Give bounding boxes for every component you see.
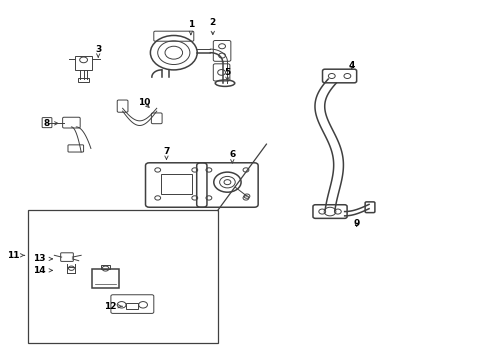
Text: 9: 9	[353, 219, 359, 228]
Text: 12: 12	[104, 302, 122, 311]
Text: 7: 7	[163, 147, 169, 159]
Text: 10: 10	[138, 98, 150, 107]
Text: 11: 11	[7, 251, 24, 260]
Text: 8: 8	[44, 119, 58, 128]
Bar	[126, 303, 138, 309]
Text: 6: 6	[229, 150, 235, 163]
Text: 5: 5	[224, 68, 230, 80]
Bar	[160, 174, 191, 194]
Bar	[92, 269, 119, 288]
Text: 14: 14	[33, 266, 52, 275]
Text: 13: 13	[33, 255, 52, 264]
Text: 3: 3	[95, 45, 101, 57]
Text: 1: 1	[187, 19, 194, 35]
Bar	[75, 56, 92, 69]
Bar	[78, 78, 89, 82]
Text: 4: 4	[348, 61, 354, 70]
Bar	[101, 265, 110, 269]
Text: 2: 2	[209, 18, 216, 35]
Bar	[27, 211, 217, 343]
